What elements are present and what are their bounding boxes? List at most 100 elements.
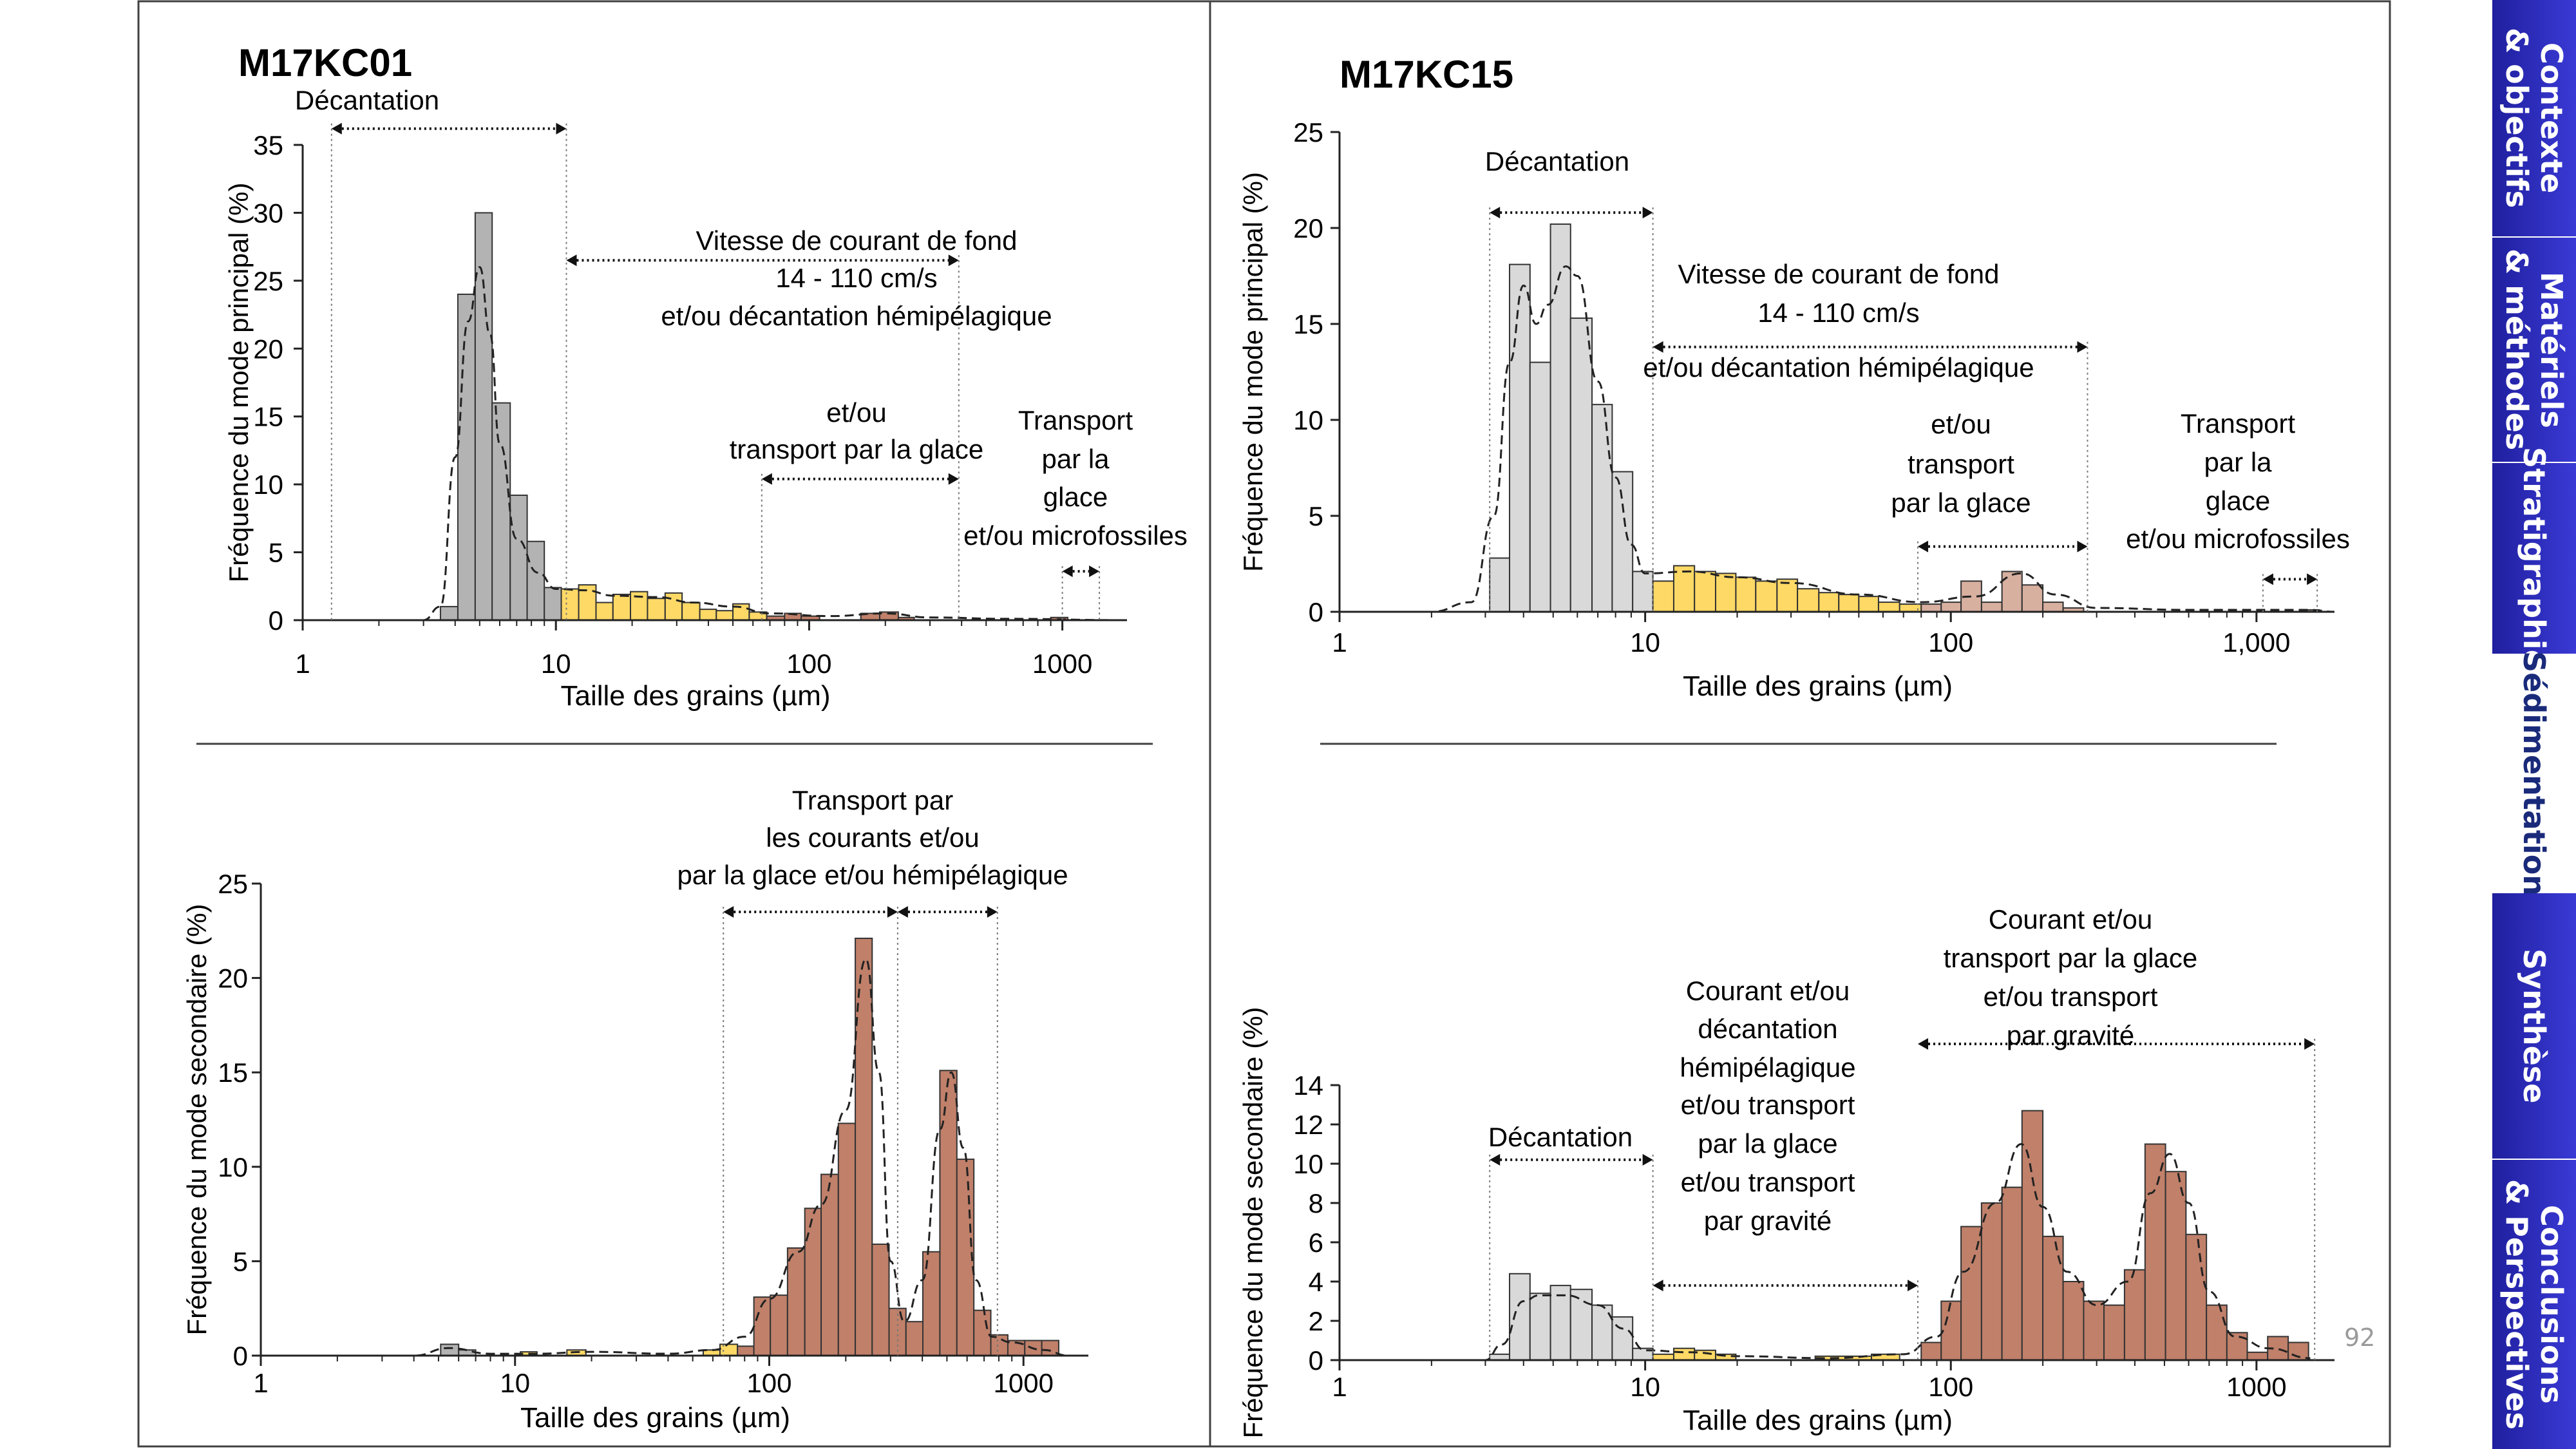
range-arrowhead bbox=[1653, 341, 1663, 353]
y-axis-label: Fréquence du mode secondaire (%) bbox=[182, 904, 212, 1335]
y-tick-label: 6 bbox=[1309, 1227, 1323, 1258]
histogram-bar bbox=[888, 1307, 907, 1356]
annotation-label: et/ou microfossiles bbox=[2126, 524, 2350, 554]
y-tick-label: 10 bbox=[218, 1152, 248, 1182]
histogram-bar bbox=[1694, 571, 1716, 612]
histogram-bar bbox=[1509, 1273, 1531, 1361]
sidebar-tab-synthese[interactable]: Synthèse bbox=[2492, 893, 2576, 1159]
annotation-label: et/ou microfossiles bbox=[963, 520, 1188, 551]
range-arrowhead bbox=[2304, 1037, 2315, 1050]
annotation-label: et/ou transport bbox=[1984, 981, 2158, 1012]
range-arrowhead bbox=[948, 254, 959, 267]
histogram-bar bbox=[1509, 263, 1531, 612]
y-tick-label: 30 bbox=[253, 198, 283, 228]
histogram-bar bbox=[1652, 580, 1674, 613]
range-arrowhead bbox=[761, 473, 772, 485]
y-tick-label: 15 bbox=[253, 402, 283, 432]
annotation-label: 14 - 110 cm/s bbox=[775, 263, 937, 293]
range-arrowhead bbox=[1490, 1153, 1501, 1166]
sidebar-tab-contexte[interactable]: Contexte & objectifs bbox=[2492, 0, 2576, 236]
distribution-curve bbox=[261, 958, 1068, 1357]
sidebar-tab-sedimentation[interactable]: Sédimentation bbox=[2492, 651, 2576, 896]
y-tick-label: 14 bbox=[1293, 1070, 1323, 1101]
histogram-bar bbox=[837, 1122, 857, 1356]
sidebar-tab-stratigraphie[interactable]: Stratigraphie bbox=[2492, 447, 2576, 670]
annotation-label: et/ou transport bbox=[1681, 1090, 1855, 1120]
y-tick-label: 10 bbox=[1293, 1149, 1323, 1179]
range-arrowhead bbox=[331, 122, 342, 135]
annotation-label: Courant et/ou bbox=[1686, 976, 1850, 1006]
annotation-label: par la bbox=[1041, 444, 1110, 474]
histogram-bar bbox=[939, 1070, 958, 1356]
annotation-label: par la glace bbox=[1891, 488, 2031, 518]
histogram-bar bbox=[544, 587, 562, 621]
range-arrowhead bbox=[556, 122, 567, 135]
y-tick-label: 10 bbox=[1293, 405, 1323, 435]
x-tick-label: 1 bbox=[295, 649, 310, 679]
histogram-bar bbox=[1549, 223, 1571, 613]
histogram-bar bbox=[440, 1343, 460, 1356]
histogram-bar bbox=[2185, 1233, 2208, 1361]
histogram-bar bbox=[474, 212, 493, 621]
histogram-bar bbox=[956, 1159, 975, 1357]
annotation-label: glace bbox=[2206, 486, 2270, 516]
core-title-m17kc01: M17KC01 bbox=[238, 41, 412, 84]
histogram-bar bbox=[595, 601, 614, 621]
y-tick-label: 20 bbox=[1293, 213, 1323, 243]
histogram-bar bbox=[715, 610, 734, 621]
histogram-bar bbox=[1632, 571, 1654, 612]
x-axis-label: Taille des grains (µm) bbox=[560, 680, 830, 712]
histogram-bar bbox=[753, 1296, 772, 1357]
y-tick-label: 0 bbox=[1309, 597, 1323, 627]
histogram-bar bbox=[2001, 1186, 2023, 1361]
histogram-bar bbox=[1569, 1289, 1593, 1361]
histogram-bar bbox=[820, 1173, 839, 1356]
x-tick-label: 1 bbox=[253, 1368, 268, 1398]
range-arrowhead bbox=[1918, 540, 1929, 553]
histogram-bar bbox=[1529, 361, 1551, 612]
range-arrowhead bbox=[1642, 207, 1653, 219]
histogram-bar bbox=[1858, 596, 1879, 612]
annotation-label: transport par la glace bbox=[1944, 943, 2198, 973]
x-tick-label: 10 bbox=[1630, 627, 1660, 658]
histogram-bar bbox=[1591, 404, 1613, 612]
histogram-bar bbox=[855, 938, 873, 1356]
annotation-label: glace bbox=[1043, 482, 1108, 512]
histogram-bar bbox=[1714, 573, 1737, 613]
histogram-bar bbox=[1489, 557, 1511, 612]
histogram-bar bbox=[1611, 1316, 1634, 1361]
histogram-bar bbox=[990, 1334, 1009, 1357]
histogram-bar bbox=[1980, 1202, 2003, 1361]
histogram-bar bbox=[439, 605, 459, 621]
histogram-bar bbox=[804, 1208, 822, 1356]
range-arrowhead bbox=[566, 254, 577, 267]
x-axis-label: Taille des grains (µm) bbox=[1683, 1405, 1953, 1436]
annotation-label: Vitesse de courant de fond bbox=[696, 225, 1018, 256]
range-arrowhead bbox=[1908, 1280, 1918, 1292]
sidebar-tab-materiels[interactable]: Matériels & méthodes bbox=[2492, 238, 2576, 462]
y-axis-label: Fréquence du mode principal (%) bbox=[1238, 172, 1268, 572]
annotation-label: les courants et/ou bbox=[766, 822, 980, 853]
histogram-bar bbox=[1920, 603, 1942, 613]
histogram-bar bbox=[2042, 601, 2064, 612]
y-tick-label: 25 bbox=[1293, 117, 1323, 147]
range-arrowhead bbox=[723, 905, 734, 918]
histogram-bar bbox=[1569, 317, 1593, 612]
y-tick-label: 15 bbox=[218, 1057, 248, 1088]
histogram-bar bbox=[560, 588, 580, 621]
y-tick-label: 0 bbox=[269, 605, 283, 636]
x-tick-label: 100 bbox=[1928, 627, 1973, 658]
y-tick-label: 25 bbox=[253, 266, 283, 296]
histogram-bar bbox=[1672, 565, 1696, 612]
annotation-label: par la glace bbox=[1698, 1128, 1837, 1159]
range-arrowhead bbox=[2262, 573, 2273, 585]
histogram-bar bbox=[1797, 588, 1820, 612]
histogram-bar bbox=[526, 540, 545, 621]
histogram-bar bbox=[1672, 1347, 1696, 1361]
y-tick-label: 10 bbox=[253, 469, 283, 500]
x-tick-label: 1 bbox=[1332, 627, 1347, 658]
sidebar-tab-label: Conclusions & Perspectives bbox=[2499, 1179, 2569, 1430]
histogram-bar bbox=[2246, 1351, 2269, 1361]
sidebar-tab-conclusions[interactable]: Conclusions & Perspectives bbox=[2492, 1160, 2576, 1449]
